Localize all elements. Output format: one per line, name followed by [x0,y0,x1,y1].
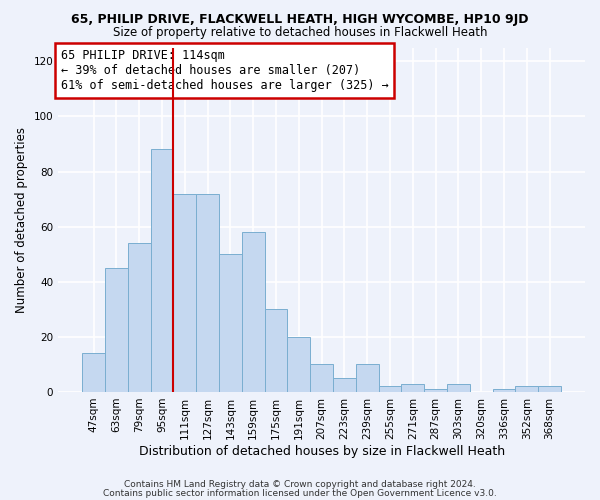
Bar [401,384,424,392]
Bar [447,384,470,392]
Text: 65, PHILIP DRIVE, FLACKWELL HEATH, HIGH WYCOMBE, HP10 9JD: 65, PHILIP DRIVE, FLACKWELL HEATH, HIGH … [71,12,529,26]
Bar [196,194,219,392]
Bar [310,364,333,392]
Bar [173,194,196,392]
Bar [151,150,173,392]
Text: 65 PHILIP DRIVE: 114sqm
← 39% of detached houses are smaller (207)
61% of semi-d: 65 PHILIP DRIVE: 114sqm ← 39% of detache… [61,49,389,92]
Bar [379,386,401,392]
Bar [242,232,265,392]
Bar [424,389,447,392]
Text: Contains public sector information licensed under the Open Government Licence v3: Contains public sector information licen… [103,488,497,498]
Bar [287,337,310,392]
Text: Contains HM Land Registry data © Crown copyright and database right 2024.: Contains HM Land Registry data © Crown c… [124,480,476,489]
Bar [128,243,151,392]
X-axis label: Distribution of detached houses by size in Flackwell Heath: Distribution of detached houses by size … [139,444,505,458]
Bar [219,254,242,392]
Bar [333,378,356,392]
Text: Size of property relative to detached houses in Flackwell Heath: Size of property relative to detached ho… [113,26,487,39]
Bar [82,354,105,392]
Bar [538,386,561,392]
Bar [356,364,379,392]
Y-axis label: Number of detached properties: Number of detached properties [15,126,28,312]
Bar [493,389,515,392]
Bar [515,386,538,392]
Bar [105,268,128,392]
Bar [265,310,287,392]
